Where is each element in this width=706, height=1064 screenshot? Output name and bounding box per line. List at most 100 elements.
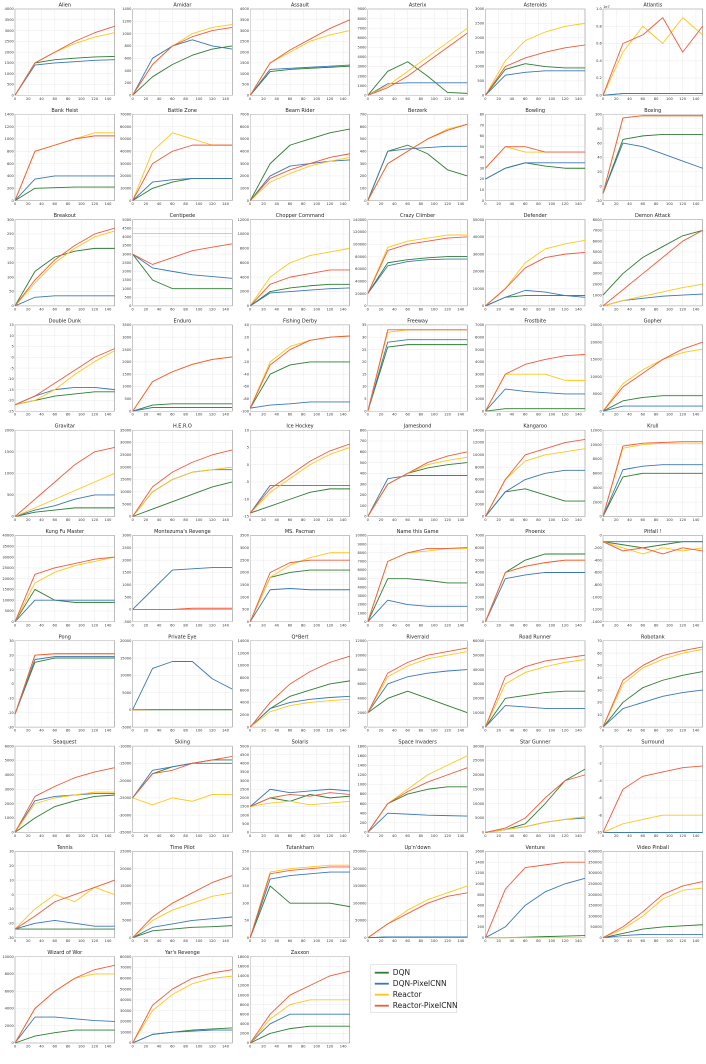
x-tick-label: 120 xyxy=(444,518,452,522)
y-tick-label: 10 xyxy=(597,713,602,717)
chart-title: Alien xyxy=(59,3,71,9)
x-tick-label: 60 xyxy=(288,729,293,733)
x-tick-label: 80 xyxy=(654,623,659,627)
x-tick-label: 80 xyxy=(183,518,188,522)
x-tick-label: 120 xyxy=(444,413,452,417)
x-tick-label: 20 xyxy=(26,729,31,733)
y-tick-label: 0 xyxy=(12,355,15,359)
x-tick-label: 0 xyxy=(484,413,487,417)
y-tick-label: 5000 xyxy=(593,392,603,396)
y-tick-label: 140000 xyxy=(353,218,367,222)
x-tick-label: 40 xyxy=(274,307,279,311)
x-tick-label: 100 xyxy=(548,729,556,733)
x-tick-label: 40 xyxy=(392,834,397,838)
x-tick-label: 100 xyxy=(666,307,674,311)
y-tick-label: 300 xyxy=(360,162,368,166)
y-tick-label: 100000 xyxy=(588,914,602,918)
y-tick-label: 12000 xyxy=(238,218,250,222)
x-tick-label: 140 xyxy=(457,729,465,733)
x-tick-label: 60 xyxy=(641,413,646,417)
x-tick-label: 20 xyxy=(614,729,619,733)
y-tick-label: 6000 xyxy=(475,478,485,482)
x-tick-label: 20 xyxy=(614,202,619,206)
x-tick-label: 20 xyxy=(144,1045,149,1049)
y-tick-label: 250 xyxy=(7,232,15,236)
y-tick-label: -20 xyxy=(8,399,15,403)
x-tick-label: 120 xyxy=(444,939,452,943)
y-tick-label: -10000 xyxy=(119,744,132,748)
y-tick-label: 5 xyxy=(364,397,366,401)
x-tick-label: 100 xyxy=(313,729,321,733)
y-tick-label: 1000 xyxy=(5,816,15,820)
x-tick-label: 80 xyxy=(654,729,659,733)
x-tick-label: 100 xyxy=(431,729,439,733)
y-tick-label: 5000 xyxy=(593,250,603,254)
x-tick-label: 140 xyxy=(457,202,465,206)
y-tick-label: 6000 xyxy=(5,744,15,748)
x-tick-label: 80 xyxy=(183,97,188,101)
y-tick-label: 800 xyxy=(7,149,15,153)
x-tick-label: 60 xyxy=(523,413,528,417)
x-tick-label: 60 xyxy=(405,729,410,733)
y-tick-label: 2000 xyxy=(122,558,132,562)
chart-title: Skiing xyxy=(175,740,190,746)
y-tick-label: 1500 xyxy=(240,61,250,65)
x-tick-label: 100 xyxy=(196,939,204,943)
y-tick-label: 4500 xyxy=(122,226,132,230)
chart-title: H.E.R.O xyxy=(173,424,192,430)
y-tick-label: 1000 xyxy=(475,882,485,886)
y-tick-label: 20 xyxy=(362,360,367,364)
chart-title: Demon Attack xyxy=(635,213,671,219)
chart-title: Double Dunk xyxy=(49,318,81,324)
y-tick-label: 10000 xyxy=(355,534,367,538)
x-tick-label: 140 xyxy=(693,729,701,733)
x-tick-label: 0 xyxy=(131,518,134,522)
x-tick-label: 140 xyxy=(693,97,701,101)
x-tick-label: 40 xyxy=(39,307,44,311)
plot-area xyxy=(133,9,233,95)
x-tick-label: 100 xyxy=(196,413,204,417)
y-tick-label: 1000 xyxy=(122,32,132,36)
x-tick-label: 20 xyxy=(379,729,384,733)
y-tick-label: 30000 xyxy=(120,162,132,166)
x-tick-label: 100 xyxy=(78,939,86,943)
x-tick-label: 60 xyxy=(53,729,58,733)
y-tick-label: 500 xyxy=(125,595,133,599)
y-tick-label: 6000 xyxy=(357,36,367,40)
y-tick-label: 35000 xyxy=(120,428,132,432)
x-tick-label: 120 xyxy=(209,939,217,943)
legend-label-reactor-pixelcnn: Reactor-PixelCNN xyxy=(393,1001,458,1010)
x-tick-label: 80 xyxy=(301,939,306,943)
x-tick-label: 100 xyxy=(431,623,439,627)
x-tick-label: 120 xyxy=(91,729,99,733)
x-tick-label: 0 xyxy=(131,939,134,943)
y-tick-label: 50000 xyxy=(120,987,132,991)
y-tick-label: 10000 xyxy=(120,674,132,678)
chart-title: Defender xyxy=(524,213,548,219)
x-tick-label: 20 xyxy=(144,413,149,417)
chart-title: Montezuma's Revenge xyxy=(154,529,211,535)
plot-area xyxy=(368,220,468,306)
y-tick-label: 4000 xyxy=(240,149,250,153)
x-tick-label: 60 xyxy=(523,623,528,627)
chart-title: Tutankham xyxy=(285,845,314,851)
x-tick-label: 0 xyxy=(602,623,605,627)
y-tick-label: 1500 xyxy=(5,450,15,454)
x-tick-label: 0 xyxy=(602,97,605,101)
chart-title: Freeway xyxy=(407,318,428,324)
x-tick-label: 140 xyxy=(457,518,465,522)
x-tick-label: 0 xyxy=(131,307,134,311)
x-tick-label: 60 xyxy=(288,1045,293,1049)
chart-title: Frostbite xyxy=(524,318,546,324)
y-tick-label: 70 xyxy=(480,123,485,127)
x-tick-label: 0 xyxy=(602,202,605,206)
y-tick-label: 4000 xyxy=(593,486,603,490)
x-tick-label: 0 xyxy=(249,623,252,627)
y-tick-label: 14000 xyxy=(238,974,250,978)
x-tick-label: 20 xyxy=(379,623,384,627)
plot-area xyxy=(368,851,468,937)
